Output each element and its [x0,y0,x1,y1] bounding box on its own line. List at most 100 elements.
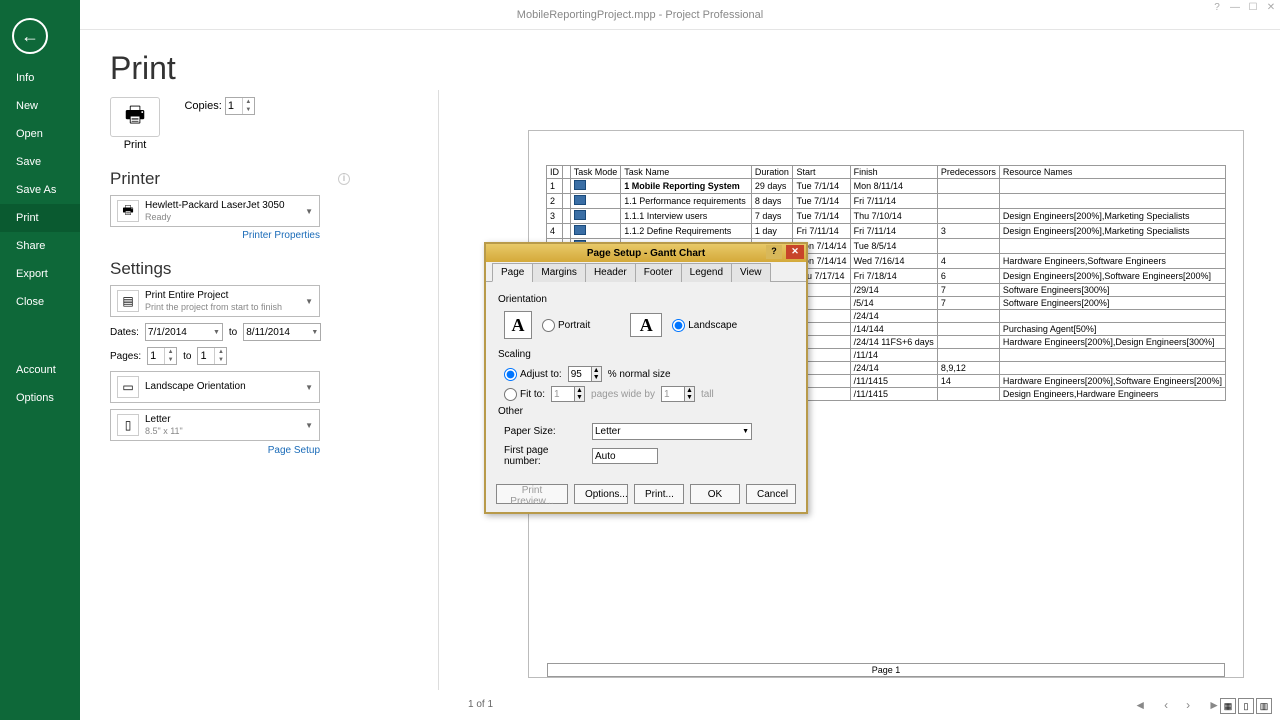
table-row: 4 1.1.2 Define Requirements1 dayFri 7/11… [547,224,1226,239]
sidebar-item-account[interactable]: Account [0,356,80,384]
print-scope-selector[interactable]: ▤ Print Entire ProjectPrint the project … [110,285,320,317]
dialog-titlebar: Page Setup - Gantt Chart ? ✕ [486,244,806,262]
sidebar-item-open[interactable]: Open [0,120,80,148]
dialog-tab-margins[interactable]: Margins [532,263,586,282]
adjust-to-radio[interactable]: Adjust to: [504,368,562,381]
print-preview-button[interactable]: Print Preview... [496,484,568,504]
page-setup-dialog: Page Setup - Gantt Chart ? ✕ PageMargins… [484,242,808,514]
dialog-tab-footer[interactable]: Footer [635,263,682,282]
portrait-icon: A [504,311,532,339]
to-label: to [229,327,237,338]
page-title: Print [110,50,1250,87]
print-label: Print [110,139,160,151]
sidebar-item-info[interactable]: Info [0,64,80,92]
print-button[interactable]: 🖶 [110,97,160,137]
orientation-icon: ▭ [117,376,139,398]
back-button[interactable]: ← [12,18,48,54]
date-to-input[interactable]: 8/11/2014▼ [243,323,321,341]
pages-label: Pages: [110,351,141,362]
paper-label: Letter [145,414,305,426]
printer-properties-link[interactable]: Printer Properties [110,230,320,241]
scaling-group-label: Scaling [498,349,794,360]
nav-last-icon[interactable]: ► [1208,698,1220,712]
table-header: Finish [850,166,937,179]
fit-suffix: tall [701,389,714,400]
adjust-percent-spinner[interactable]: ▲▼ [568,366,602,382]
ok-button[interactable]: OK [690,484,740,504]
minimize-icon[interactable]: — [1228,2,1242,16]
dialog-button-row: Print Preview... Options... Print... OK … [486,478,806,512]
sidebar-item-options[interactable]: Options [0,384,80,412]
fit-to-row: Fit to: ▲▼ pages wide by ▲▼ tall [504,386,794,402]
maximize-icon[interactable]: ☐ [1246,2,1260,16]
dialog-tab-view[interactable]: View [731,263,771,282]
page-setup-link[interactable]: Page Setup [110,445,320,456]
page-from-spinner[interactable]: ▲▼ [147,347,177,365]
dialog-print-button[interactable]: Print... [634,484,684,504]
table-header: Task Mode [570,166,621,179]
paper-size-row: Paper Size: Letter▼ [504,423,794,440]
chevron-down-icon: ▼ [305,421,313,430]
cancel-button[interactable]: Cancel [746,484,796,504]
chevron-down-icon: ▼ [305,207,313,216]
zoom-page-icon[interactable]: ▯ [1238,698,1254,714]
landscape-radio[interactable]: Landscape [672,319,737,332]
window-controls: ? — ☐ ✕ [1210,2,1278,16]
printer-icon: 🖶 [117,200,139,222]
dialog-tabs: PageMarginsHeaderFooterLegendView [486,262,806,282]
scope-title: Print Entire Project [145,290,305,302]
sidebar-item-print[interactable]: Print [0,204,80,232]
dialog-help-button[interactable]: ? [766,245,782,259]
nav-prev-icon[interactable]: ‹ [1164,698,1168,712]
backstage-sidebar: ← InfoNewOpenSaveSave AsPrintShareExport… [0,0,80,720]
dialog-close-button[interactable]: ✕ [786,245,804,259]
fit-to-radio[interactable]: Fit to: [504,388,545,401]
settings-heading: Settings [110,259,360,279]
table-header: Resource Names [999,166,1225,179]
scope-icon: ▤ [117,290,139,312]
paper-sub: 8.5" x 11" [145,426,305,437]
dialog-tab-header[interactable]: Header [585,263,636,282]
zoom-actual-icon[interactable]: ▦ [1220,698,1236,714]
dates-row: Dates: 7/1/2014▼ to 8/11/2014▼ [110,323,360,341]
nav-first-icon[interactable]: ◄ [1134,698,1146,712]
app-title: MobileReportingProject.mpp - Project Pro… [517,9,763,21]
paper-size-selector[interactable]: ▯ Letter8.5" x 11" ▼ [110,409,320,441]
dialog-title: Page Setup - Gantt Chart [587,248,705,259]
table-row: 2 1.1 Performance requirements8 daysTue … [547,194,1226,209]
help-icon[interactable]: ? [1210,2,1224,16]
preview-page-footer: Page 1 [547,663,1225,677]
first-page-input[interactable] [592,448,658,464]
sidebar-item-new[interactable]: New [0,92,80,120]
sidebar-item-close[interactable]: Close [0,288,80,316]
adjust-suffix: % normal size [608,369,671,380]
sidebar-item-share[interactable]: Share [0,232,80,260]
dialog-tab-legend[interactable]: Legend [681,263,732,282]
fit-mid-label: pages wide by [591,389,655,400]
info-icon[interactable]: i [338,173,350,185]
adjust-to-row: Adjust to: ▲▼ % normal size [504,366,794,382]
sidebar-item-save-as[interactable]: Save As [0,176,80,204]
table-header [563,166,571,179]
fit-wide-spinner[interactable]: ▲▼ [551,386,585,402]
zoom-controls: ▦ ▯ ▥ [1220,698,1272,714]
close-icon[interactable]: ✕ [1264,2,1278,16]
chevron-down-icon: ▼ [305,297,313,306]
copies-spinner[interactable]: ▲▼ [225,97,255,115]
dialog-tab-page[interactable]: Page [492,263,533,282]
orientation-selector[interactable]: ▭ Landscape Orientation ▼ [110,371,320,403]
sidebar-item-save[interactable]: Save [0,148,80,176]
scope-subtitle: Print the project from start to finish [145,302,305,313]
to-label: to [183,351,191,362]
date-from-input[interactable]: 7/1/2014▼ [145,323,223,341]
fit-tall-spinner[interactable]: ▲▼ [661,386,695,402]
portrait-radio[interactable]: Portrait [542,319,590,332]
table-row: 3 1.1.1 Interview users7 daysTue 7/1/14T… [547,209,1226,224]
paper-size-select[interactable]: Letter▼ [592,423,752,440]
nav-next-icon[interactable]: › [1186,698,1190,712]
sidebar-item-export[interactable]: Export [0,260,80,288]
page-to-spinner[interactable]: ▲▼ [197,347,227,365]
printer-selector[interactable]: 🖶 Hewlett-Packard LaserJet 3050Ready ▼ [110,195,320,227]
options-button[interactable]: Options... [574,484,628,504]
zoom-multi-icon[interactable]: ▥ [1256,698,1272,714]
